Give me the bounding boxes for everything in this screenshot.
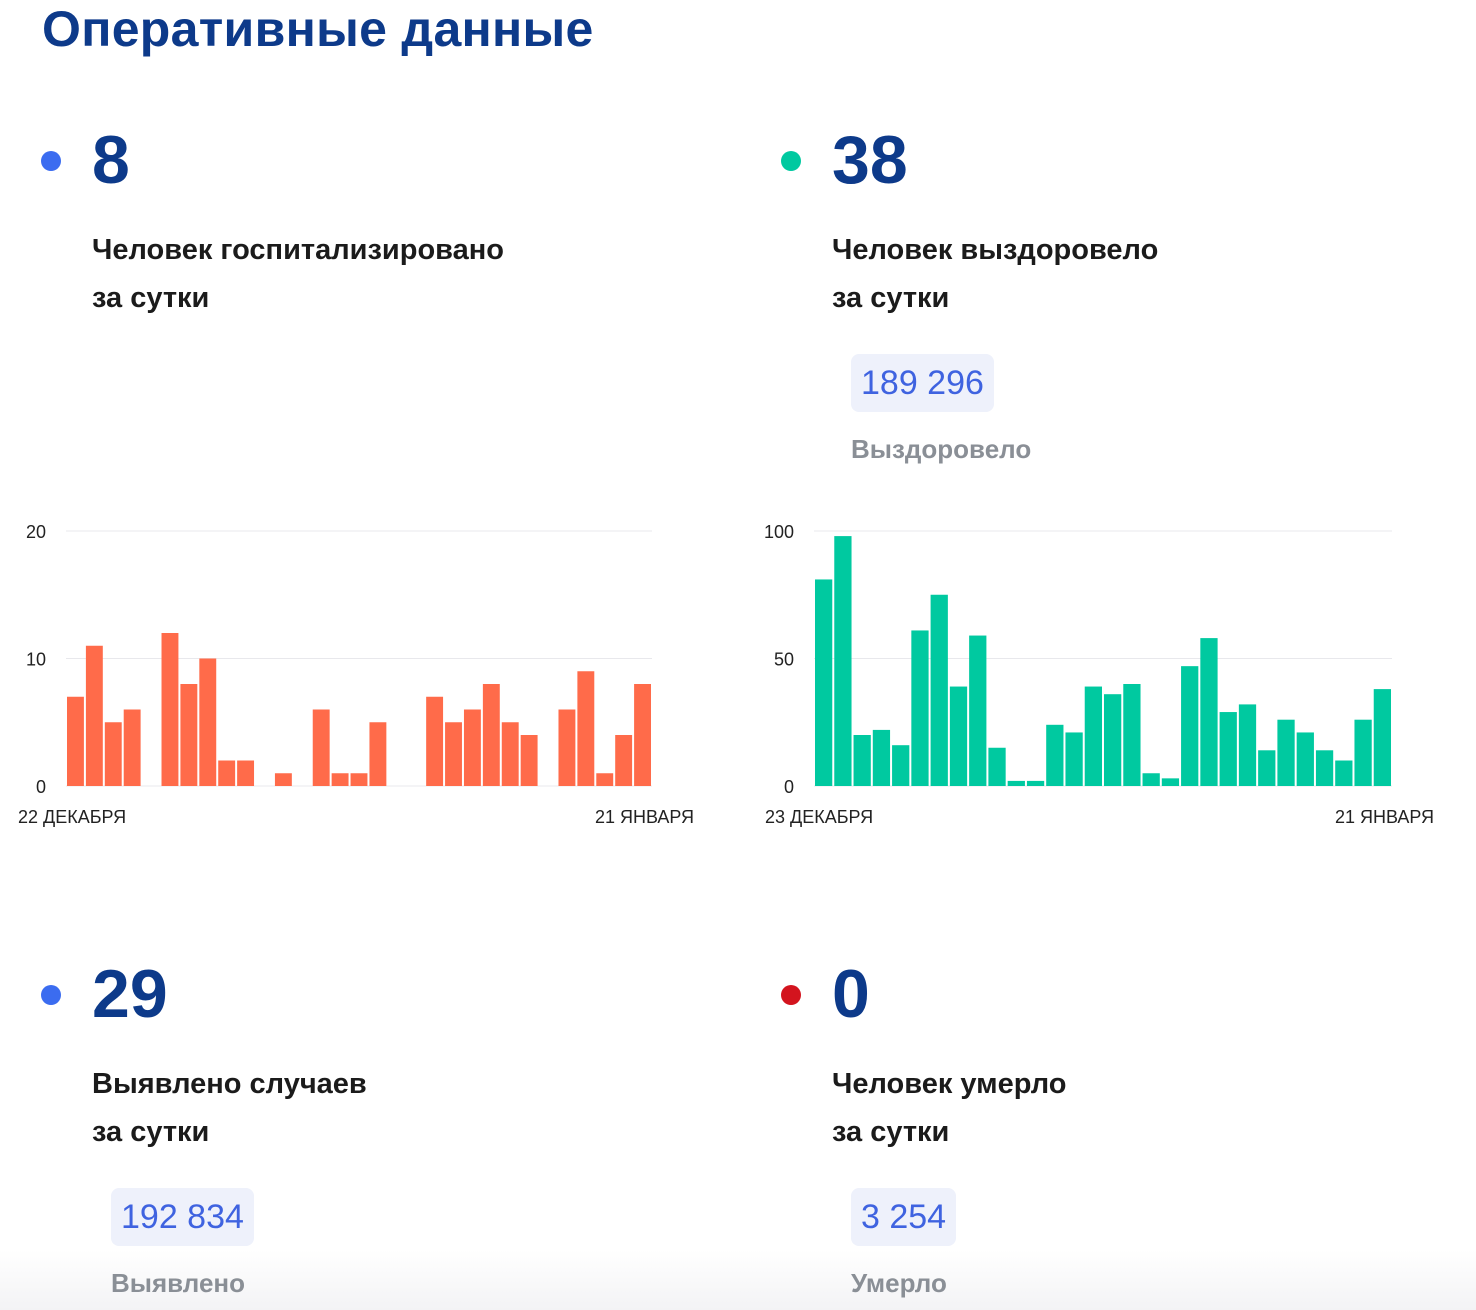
bar	[872, 729, 891, 786]
cases-caption-line2: за сутки	[92, 1116, 210, 1148]
bar	[1335, 760, 1353, 786]
hospitalized-bar-chart: 0 10 20 22 ДЕКАБРЯ 21 ЯНВАРЯ	[18, 522, 694, 827]
cases-dot-icon	[41, 985, 61, 1005]
bar	[1258, 750, 1276, 786]
bar	[312, 709, 330, 786]
cases-value: 29	[92, 956, 168, 1032]
hospitalized-caption-line2: за сутки	[92, 282, 210, 314]
bar	[1104, 694, 1122, 786]
x-end-label: 21 ЯНВАРЯ	[1335, 807, 1434, 827]
bar	[1161, 778, 1180, 786]
y-tick-label: 50	[774, 650, 794, 670]
bar	[161, 633, 179, 786]
bar	[1123, 684, 1141, 786]
bar	[1296, 732, 1314, 786]
bar	[911, 630, 929, 786]
bar	[123, 709, 141, 786]
bar	[369, 722, 387, 786]
bar	[969, 635, 987, 786]
bar	[1181, 666, 1199, 786]
bar	[1200, 638, 1218, 786]
bar	[501, 722, 519, 786]
bar	[520, 735, 538, 786]
bar	[1142, 773, 1160, 786]
recovered-caption-line2: за сутки	[832, 282, 950, 314]
x-end-label: 21 ЯНВАРЯ	[595, 807, 694, 827]
hospitalized-dot-icon	[41, 151, 61, 171]
bar	[67, 696, 84, 786]
y-tick-label: 100	[764, 522, 794, 542]
bar	[426, 696, 444, 786]
bar	[445, 722, 462, 786]
bar	[834, 536, 852, 786]
deaths-total-label: Умерло	[851, 1268, 947, 1298]
bar	[463, 709, 481, 786]
bar	[949, 686, 968, 786]
recovered-caption-line1: Человек выздоровело	[832, 234, 1159, 266]
x-start-label: 22 ДЕКАБРЯ	[18, 807, 126, 827]
bar	[1373, 689, 1391, 786]
bar	[331, 773, 349, 786]
bar	[1238, 704, 1257, 786]
y-tick-label: 20	[26, 522, 46, 542]
y-tick-label: 0	[784, 777, 794, 797]
hospitalized-value: 8	[92, 122, 130, 198]
bar	[350, 773, 368, 786]
bar	[1026, 780, 1045, 786]
bar	[274, 773, 292, 786]
recovered-dot-icon	[781, 151, 801, 171]
y-tick-label: 0	[36, 777, 46, 797]
deaths-dot-icon	[781, 985, 801, 1005]
bar	[104, 722, 122, 786]
recovered-value: 38	[832, 122, 908, 198]
cases-total-label: Выявлено	[111, 1268, 246, 1298]
deaths-total-badge: 3 254	[851, 1188, 957, 1246]
bar	[892, 745, 910, 786]
bar	[1084, 686, 1102, 786]
bar	[1219, 712, 1237, 786]
bar	[577, 671, 595, 786]
bar	[180, 684, 198, 786]
deaths-caption-line2: за сутки	[832, 1116, 950, 1148]
bar	[1315, 750, 1334, 786]
recovered-total-badge: 189 296	[851, 354, 994, 412]
bar	[596, 773, 614, 786]
bar	[930, 594, 948, 786]
bar	[1065, 732, 1083, 786]
page-title: Оперативные данные	[42, 1, 594, 57]
cases-caption-line1: Выявлено случаев	[92, 1068, 367, 1100]
bar	[615, 735, 633, 786]
deaths-caption-line1: Человек умерло	[832, 1068, 1067, 1100]
bar	[1046, 724, 1064, 786]
hospitalized-caption-line1: Человек госпитализировано	[92, 234, 504, 266]
x-start-label: 23 ДЕКАБРЯ	[765, 807, 873, 827]
bar	[482, 684, 500, 786]
bar	[634, 684, 651, 786]
cases-total-badge: 192 834	[111, 1188, 254, 1246]
bar	[1354, 719, 1372, 786]
bar	[558, 709, 576, 786]
bar	[988, 747, 1006, 786]
bar	[815, 579, 833, 786]
y-tick-label: 10	[26, 650, 46, 670]
recovered-total-label: Выздоровело	[851, 434, 1032, 464]
recovered-bar-chart: 0 50 100 23 ДЕКАБРЯ 21 ЯНВАРЯ	[764, 522, 1434, 827]
bar	[853, 735, 871, 786]
bar	[85, 645, 103, 786]
bar	[1007, 780, 1025, 786]
bar	[1277, 719, 1295, 786]
bar	[218, 760, 236, 786]
bar	[199, 658, 217, 786]
deaths-value: 0	[832, 956, 870, 1032]
bar	[237, 760, 255, 786]
